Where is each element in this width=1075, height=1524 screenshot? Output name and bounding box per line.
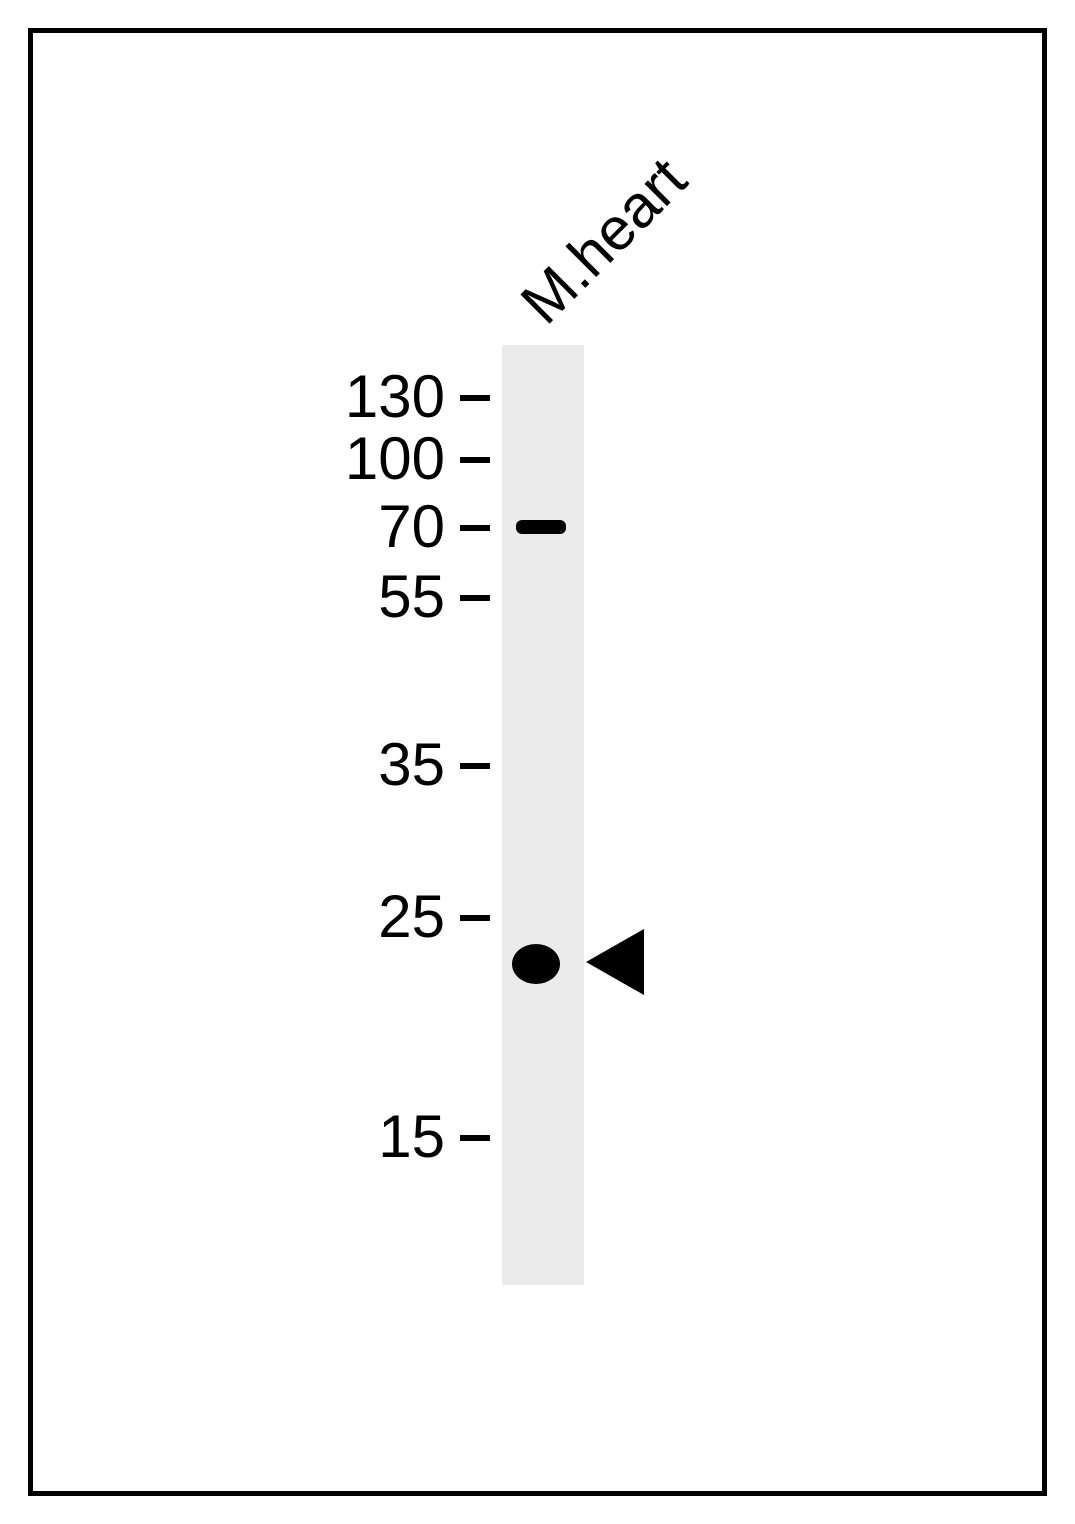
- blot-lane: [502, 345, 584, 1285]
- blot-band: [516, 520, 566, 534]
- marker-tick: [460, 1135, 490, 1141]
- marker-label: 130: [0, 362, 445, 431]
- marker-label: 100: [0, 424, 445, 493]
- marker-tick: [460, 457, 490, 463]
- marker-label: 55: [0, 562, 445, 631]
- marker-tick: [460, 915, 490, 921]
- marker-label: 15: [0, 1102, 445, 1171]
- marker-label: 70: [0, 492, 445, 561]
- marker-label: 35: [0, 730, 445, 799]
- target-arrow-icon: [586, 929, 644, 995]
- marker-tick: [460, 595, 490, 601]
- marker-tick: [460, 525, 490, 531]
- marker-tick: [460, 763, 490, 769]
- marker-tick: [460, 395, 490, 401]
- blot-band: [512, 944, 560, 984]
- marker-label: 25: [0, 882, 445, 951]
